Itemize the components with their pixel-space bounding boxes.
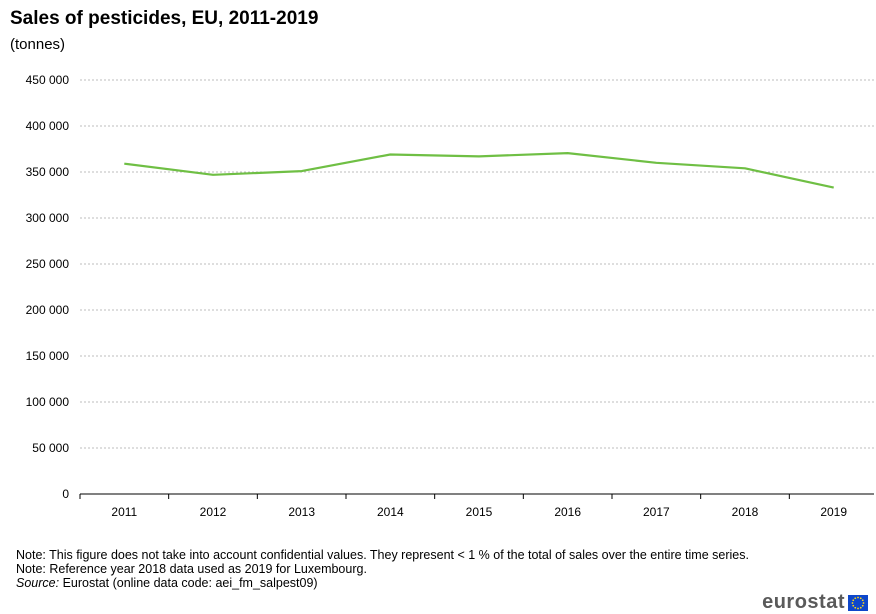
source-line: Source: Eurostat (online data code: aei_…	[16, 576, 776, 590]
y-tick-label: 100 000	[26, 395, 70, 409]
x-tick-label: 2015	[466, 505, 493, 519]
x-tick-label: 2019	[820, 505, 847, 519]
note-luxembourg: Note: Reference year 2018 data used as 2…	[16, 562, 367, 576]
source-text: Eurostat (online data code: aei_fm_salpe…	[59, 576, 318, 590]
y-tick-label: 350 000	[26, 165, 70, 179]
y-tick-label: 450 000	[26, 73, 70, 87]
x-tick-label: 2016	[554, 505, 581, 519]
pesticide-sales-chart: 0 50 000 100 000 150 000 200 000 250 000 300 0…	[26, 73, 874, 519]
x-tick-label: 2012	[200, 505, 227, 519]
x-tick-label: 2018	[732, 505, 759, 519]
source-label: Source:	[16, 576, 60, 590]
y-tick-label: 400 000	[26, 119, 70, 133]
chart-title: Sales of pesticides, EU, 2011-2019	[10, 8, 319, 29]
x-tick-label: 2011	[111, 505, 137, 519]
x-tick-label: 2017	[643, 505, 670, 519]
y-tick-label: 150 000	[26, 349, 70, 363]
chart-subtitle: (tonnes)	[10, 36, 66, 53]
y-tick-label: 0	[62, 487, 69, 501]
logo-text: eurostat	[762, 591, 845, 613]
y-tick-label: 300 000	[26, 211, 70, 225]
x-tick-label: 2013	[288, 505, 315, 519]
eurostat-logo: eurostat	[762, 591, 868, 614]
y-tick-label: 250 000	[26, 257, 70, 271]
y-tick-label: 200 000	[26, 303, 70, 317]
series-line	[124, 152, 834, 189]
note-confidential: Note: This figure does not take into acc…	[16, 548, 749, 562]
y-tick-label: 50 000	[32, 441, 69, 455]
eu-flag-icon	[848, 594, 868, 611]
x-tick-label: 2014	[377, 505, 404, 519]
footnotes: Note: This figure does not take into acc…	[16, 548, 776, 590]
